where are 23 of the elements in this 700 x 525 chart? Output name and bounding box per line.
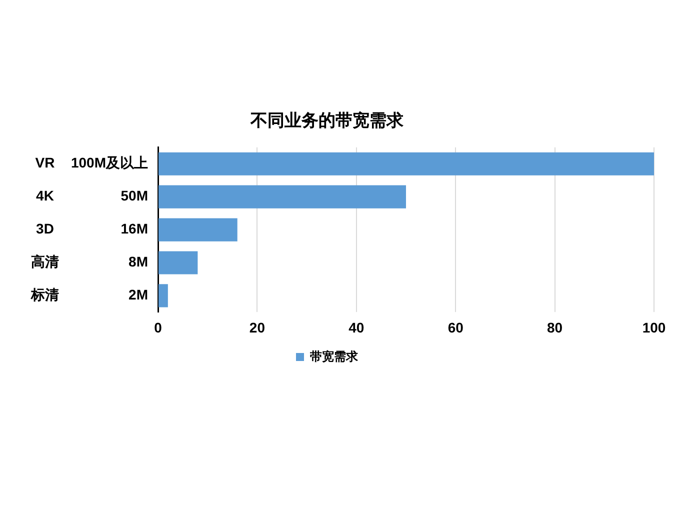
x-tick-label: 80 bbox=[547, 319, 563, 336]
y-tick-label: 8M bbox=[128, 254, 148, 270]
legend-label: 带宽需求 bbox=[310, 349, 359, 364]
x-tick-label: 60 bbox=[448, 319, 464, 336]
bar bbox=[158, 284, 168, 308]
text: VR bbox=[35, 154, 55, 171]
text: 标清 bbox=[30, 286, 59, 303]
y-tick-label: 2M bbox=[128, 286, 148, 303]
text: 高清 bbox=[31, 254, 59, 270]
x-tick-label: 0 bbox=[154, 319, 162, 336]
x-tick-label: 40 bbox=[348, 319, 364, 336]
bar bbox=[158, 152, 654, 176]
bar bbox=[158, 218, 238, 242]
y-tick-label: 16M bbox=[120, 220, 148, 237]
chart-title: 不同业务的带宽需求 bbox=[250, 110, 404, 130]
text: 3D bbox=[36, 220, 54, 237]
x-tick-label: 100 bbox=[642, 319, 666, 336]
bar bbox=[158, 251, 198, 274]
y-tick-label: 100M及以上 bbox=[70, 154, 148, 171]
x-tick-label: 20 bbox=[249, 319, 266, 336]
y-tick-label: 50M bbox=[120, 188, 148, 204]
text: 4K bbox=[36, 188, 54, 204]
bar bbox=[158, 185, 406, 208]
